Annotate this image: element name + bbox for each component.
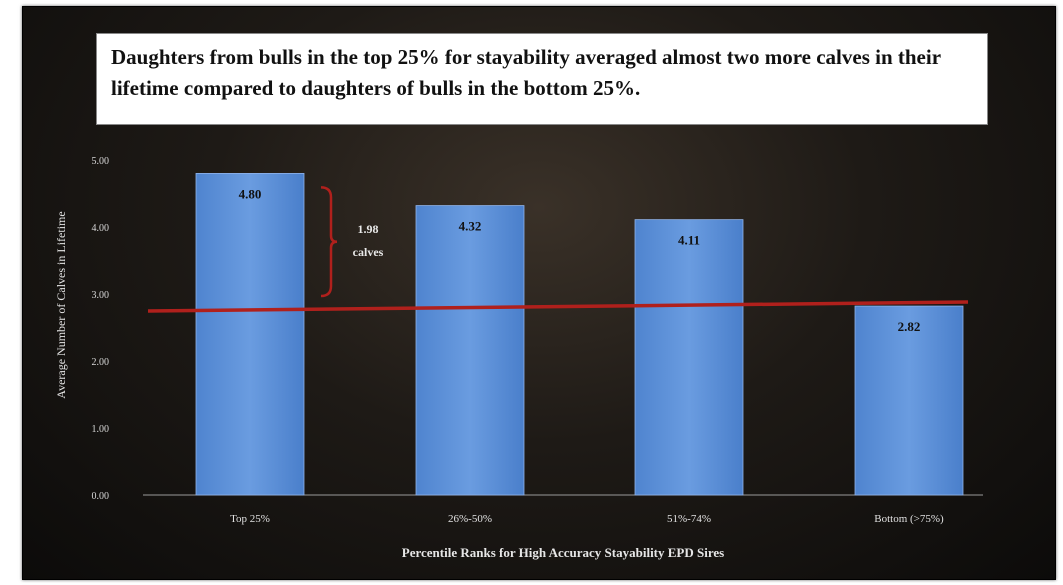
reference-line <box>147 300 969 313</box>
x-tick-label: 51%-74% <box>667 513 711 525</box>
y-axis-label: Average Number of Calves in Lifetime <box>54 211 68 398</box>
y-tick-label: 5.00 <box>92 156 110 167</box>
chart-frame: Daughters from bulls in the top 25% for … <box>22 6 1056 580</box>
x-tick-label: 26%-50% <box>448 513 492 525</box>
chart-title-box: Daughters from bulls in the top 25% for … <box>96 33 988 125</box>
y-tick-label: 3.00 <box>92 290 110 301</box>
bar-value-label: 4.32 <box>459 219 482 234</box>
y-tick-label: 0.00 <box>92 491 110 502</box>
bar <box>195 172 305 496</box>
bar <box>634 219 744 496</box>
x-axis-label: Percentile Ranks for High Accuracy Staya… <box>402 545 724 560</box>
bar <box>854 305 964 496</box>
difference-bracket <box>320 186 338 298</box>
x-tick-label: Bottom (>75%) <box>874 513 944 525</box>
annotation-value: 1.98 <box>358 222 379 236</box>
bar <box>415 205 525 496</box>
annotation-unit: calves <box>353 245 384 259</box>
x-tick-label: Top 25% <box>230 513 270 525</box>
bar-value-label: 2.82 <box>898 319 921 334</box>
bar-value-label: 4.80 <box>239 186 262 201</box>
bar-chart: 0.00 1.00 2.00 3.00 4.00 5.00 4.80 4.32 4.11 2.8… <box>54 156 983 560</box>
y-tick-label: 4.00 <box>92 223 110 234</box>
chart-title: Daughters from bulls in the top 25% for … <box>111 45 941 100</box>
y-tick-label: 1.00 <box>92 424 110 435</box>
bar-value-label: 4.11 <box>678 233 700 248</box>
y-tick-label: 2.00 <box>92 357 110 368</box>
